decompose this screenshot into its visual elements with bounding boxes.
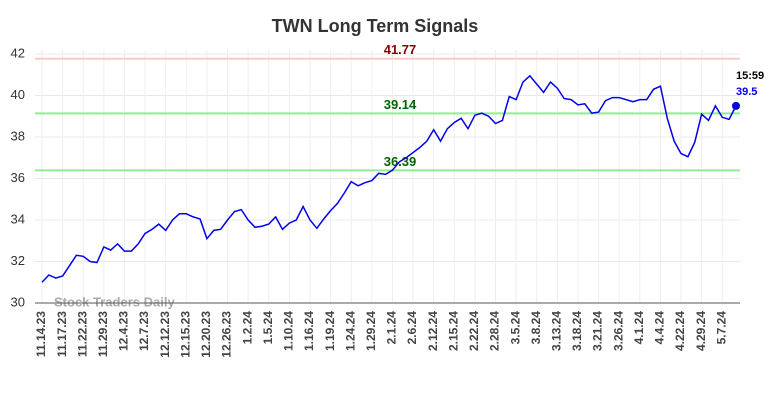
x-tick-label: 1.2.24	[240, 311, 254, 345]
x-tick-label: 12.7.23	[137, 311, 151, 351]
x-tick-label: 12.12.23	[158, 311, 172, 358]
x-tick-label: 2.22.24	[467, 311, 481, 351]
x-tick-label: 1.5.24	[261, 311, 275, 345]
x-tick-label: 12.15.23	[178, 311, 192, 358]
series-line	[41, 74, 737, 283]
x-tick-label: 1.16.24	[302, 311, 316, 351]
x-tick-label: 12.26.23	[220, 311, 234, 358]
x-tick-label: 1.10.24	[282, 311, 296, 351]
x-tick-label: 3.21.24	[591, 311, 605, 351]
x-tick-label: 12.20.23	[199, 311, 213, 358]
x-tick-label: 11.14.23	[34, 311, 48, 357]
x-tick-label: 2.6.24	[405, 311, 419, 345]
x-tick-label: 4.22.24	[673, 311, 687, 351]
x-tick-label: 4.29.24	[694, 311, 708, 351]
x-tick-label: 4.4.24	[653, 311, 667, 345]
x-tick-label: 5.7.24	[714, 311, 728, 345]
level-label: 39.14	[384, 97, 417, 112]
x-tick-label: 1.19.24	[323, 311, 337, 351]
last-point	[732, 101, 740, 110]
x-tick-label: 3.5.24	[508, 311, 522, 345]
x-tick-label: 1.29.24	[364, 311, 378, 351]
x-tick-label: 3.18.24	[570, 311, 584, 351]
x-tick-label: 2.1.24	[385, 311, 399, 345]
chart-title: TWN Long Term Signals	[272, 16, 479, 36]
x-tick-label: 4.1.24	[632, 311, 646, 345]
x-tick-label: 2.28.24	[488, 311, 502, 351]
x-tick-label: 11.29.23	[96, 311, 110, 357]
y-tick-label: 36	[11, 170, 25, 185]
y-tick-label: 38	[11, 128, 25, 143]
level-label: 41.77	[384, 42, 417, 57]
last-time-label: 15:59	[736, 70, 764, 82]
y-tick-label: 34	[11, 211, 25, 226]
x-tick-label: 12.4.23	[117, 311, 131, 351]
y-tick-label: 30	[11, 294, 25, 309]
x-tick-label: 11.22.23	[75, 311, 89, 357]
x-tick-label: 2.12.24	[426, 311, 440, 351]
x-tick-label: 2.15.24	[446, 311, 460, 351]
y-tick-label: 42	[11, 45, 25, 60]
x-tick-label: 1.24.24	[343, 311, 357, 351]
x-tick-label: 11.17.23	[55, 311, 69, 357]
y-tick-label: 40	[11, 87, 25, 102]
x-tick-label: 3.13.24	[550, 311, 564, 351]
x-tick-label: 3.26.24	[611, 311, 625, 351]
y-tick-label: 32	[11, 253, 25, 268]
watermark: Stock Traders Daily	[54, 294, 175, 309]
x-tick-label: 3.8.24	[529, 311, 543, 345]
last-value-label: 39.5	[736, 86, 757, 98]
